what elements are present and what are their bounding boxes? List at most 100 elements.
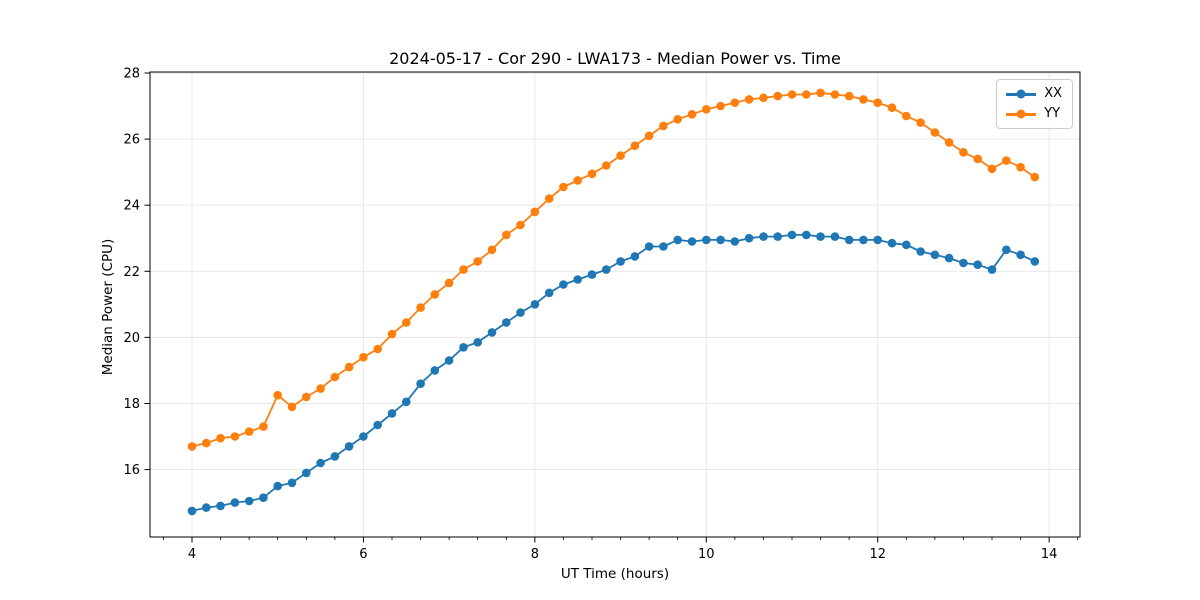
data-point-yy <box>359 352 368 362</box>
data-point-yy <box>230 432 240 441</box>
x-tick-label: 10 <box>698 547 715 562</box>
data-point-yy <box>273 390 283 400</box>
data-point-xx <box>773 232 782 241</box>
x-tick-label: 6 <box>359 547 367 562</box>
data-point-yy <box>1016 162 1025 172</box>
data-point-xx <box>444 356 454 365</box>
legend-line-marker-icon <box>1006 89 1037 99</box>
data-point-xx <box>816 232 825 241</box>
data-point-xx <box>502 318 511 327</box>
data-point-xx <box>1002 245 1011 255</box>
data-point-yy <box>802 90 811 99</box>
data-point-yy <box>502 230 511 240</box>
data-point-xx <box>530 300 540 309</box>
data-point-xx <box>230 498 240 507</box>
data-point-yy <box>387 329 397 339</box>
data-point-yy <box>773 91 782 101</box>
data-point-xx <box>202 503 211 512</box>
data-point-yy <box>702 105 711 114</box>
data-point-yy <box>930 128 940 137</box>
data-point-xx <box>673 235 682 245</box>
data-point-yy <box>659 121 668 131</box>
data-point-xx <box>187 506 197 516</box>
y-tick-label: 26 <box>123 133 140 148</box>
data-point-yy <box>559 182 568 192</box>
data-point-xx <box>973 260 982 270</box>
data-point-xx <box>944 253 954 263</box>
data-point-xx <box>430 366 440 375</box>
data-point-xx <box>387 409 397 418</box>
data-point-xx <box>273 481 283 491</box>
legend: XX YY <box>996 79 1073 129</box>
data-point-xx <box>330 452 340 461</box>
data-point-xx <box>716 235 725 245</box>
data-point-xx <box>659 242 668 251</box>
data-point-yy <box>216 433 225 443</box>
legend-line-marker-icon <box>1006 109 1037 119</box>
data-point-yy <box>973 154 982 164</box>
data-point-yy <box>373 344 383 354</box>
data-point-xx <box>730 237 740 246</box>
x-tick-label: 12 <box>869 547 886 562</box>
legend-label-yy: YY <box>1044 106 1061 121</box>
data-point-xx <box>373 420 383 430</box>
data-point-xx <box>644 242 654 251</box>
data-point-yy <box>830 90 840 99</box>
data-point-xx <box>459 343 468 352</box>
data-point-yy <box>444 278 454 288</box>
data-point-yy <box>473 257 483 266</box>
data-point-xx <box>416 379 425 389</box>
legend-label-xx: XX <box>1044 86 1062 101</box>
data-point-yy <box>516 220 525 230</box>
data-point-xx <box>844 235 854 245</box>
data-point-xx <box>744 233 754 243</box>
x-axis-label: UT Time (hours) <box>560 566 670 582</box>
data-point-xx <box>473 338 483 347</box>
data-point-yy <box>1002 156 1011 165</box>
x-tick-label: 14 <box>1041 547 1058 562</box>
data-point-yy <box>573 176 582 185</box>
x-tick-label: 4 <box>188 547 196 562</box>
data-point-yy <box>873 98 882 107</box>
data-point-yy <box>716 101 725 111</box>
data-point-xx <box>587 270 597 279</box>
data-point-xx <box>573 275 582 284</box>
data-point-xx <box>316 458 325 468</box>
data-point-yy <box>287 402 297 412</box>
data-point-xx <box>359 432 368 441</box>
data-point-yy <box>544 194 554 203</box>
data-point-xx <box>544 288 554 298</box>
data-point-xx <box>1030 257 1040 266</box>
series-line-yy <box>191 91 1036 448</box>
data-point-xx <box>630 252 640 261</box>
data-point-yy <box>730 98 740 107</box>
data-point-yy <box>673 115 682 124</box>
data-point-xx <box>516 308 525 317</box>
data-point-xx <box>759 232 768 241</box>
data-point-yy <box>744 95 754 104</box>
data-point-xx <box>787 230 797 240</box>
y-tick-label: 28 <box>123 66 140 81</box>
data-point-xx <box>559 280 568 289</box>
data-point-yy <box>459 265 468 274</box>
data-point-yy <box>987 164 997 174</box>
data-point-xx <box>959 258 968 268</box>
data-point-yy <box>244 427 254 436</box>
data-point-xx <box>402 397 411 407</box>
data-point-yy <box>1030 172 1040 182</box>
data-point-xx <box>802 230 811 240</box>
data-point-yy <box>316 384 325 393</box>
data-point-yy <box>959 148 968 157</box>
data-point-yy <box>302 392 311 402</box>
data-point-xx <box>602 265 611 274</box>
data-point-yy <box>344 362 354 372</box>
data-point-xx <box>216 501 225 511</box>
data-point-yy <box>530 207 540 217</box>
data-point-yy <box>916 118 925 127</box>
data-point-xx <box>687 237 697 246</box>
data-point-yy <box>859 95 868 104</box>
data-point-yy <box>759 93 768 103</box>
data-point-yy <box>587 169 597 179</box>
y-tick-label: 24 <box>123 199 140 214</box>
